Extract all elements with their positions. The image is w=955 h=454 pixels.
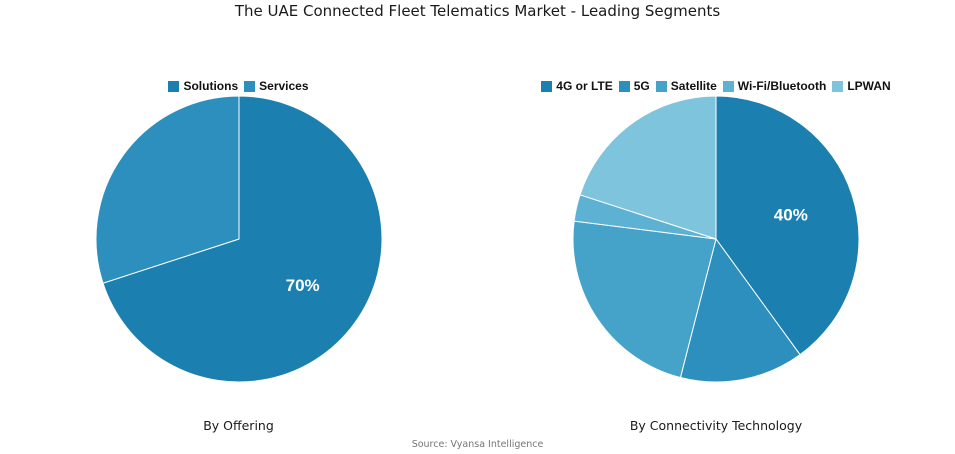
legend-label: 5G: [633, 79, 650, 93]
slice-label-4g-or-lte: 40%: [774, 206, 808, 225]
legend-swatch: [832, 80, 844, 92]
source-note: Source: Vyansa Intelligence: [411, 439, 544, 450]
pie-slice-services: [95, 95, 240, 284]
offering-pie-chart: 70%: [95, 95, 383, 383]
legend-item-satellite: Satellite: [655, 79, 717, 93]
legend-item-solutions: Solutions: [168, 79, 238, 93]
connectivity-pie-chart: 40%: [572, 95, 860, 383]
legend-label: Services: [259, 79, 309, 93]
offering-legend: Solutions Services: [0, 79, 477, 93]
legend-label: Solutions: [183, 79, 239, 93]
connectivity-caption: By Connectivity Technology: [629, 418, 803, 433]
legend-label: LPWAN: [847, 79, 891, 93]
pie-slice-satellite: [572, 220, 717, 379]
connectivity-panel: 4G or LTE 5G Satellite Wi-Fi/Bluetooth LPWAN…: [477, 0, 955, 454]
legend-swatch: [722, 80, 734, 92]
legend-swatch: [618, 80, 630, 92]
slice-label-solutions: 70%: [286, 276, 320, 295]
legend-label: Wi-Fi/Bluetooth: [737, 79, 827, 93]
offering-panel: Solutions Services 70% By Offering: [0, 0, 477, 454]
legend-swatch: [244, 80, 256, 92]
legend-item-4g-or-lte: 4G or LTE: [541, 79, 613, 93]
legend-item-wi-fi-bluetooth: Wi-Fi/Bluetooth: [722, 79, 827, 93]
pie-slice-5g: [679, 237, 801, 383]
legend-swatch: [541, 80, 553, 92]
legend-swatch: [655, 80, 667, 92]
offering-caption: By Offering: [203, 418, 274, 433]
legend-item-lpwan: LPWAN: [832, 79, 891, 93]
pie-slice-4g-or-lte: [715, 95, 860, 356]
pie-slice-lpwan: [579, 95, 717, 240]
connectivity-legend: 4G or LTE 5G Satellite Wi-Fi/Bluetooth LPWAN: [477, 79, 955, 93]
chart-title: The UAE Connected Fleet Telematics Marke…: [234, 2, 721, 20]
legend-item-services: Services: [244, 79, 309, 93]
pie-slice-solutions: [102, 95, 383, 383]
legend-label: 4G or LTE: [556, 79, 613, 93]
legend-swatch: [168, 80, 180, 92]
legend-item-5g: 5G: [618, 79, 650, 93]
legend-label: Satellite: [670, 79, 717, 93]
